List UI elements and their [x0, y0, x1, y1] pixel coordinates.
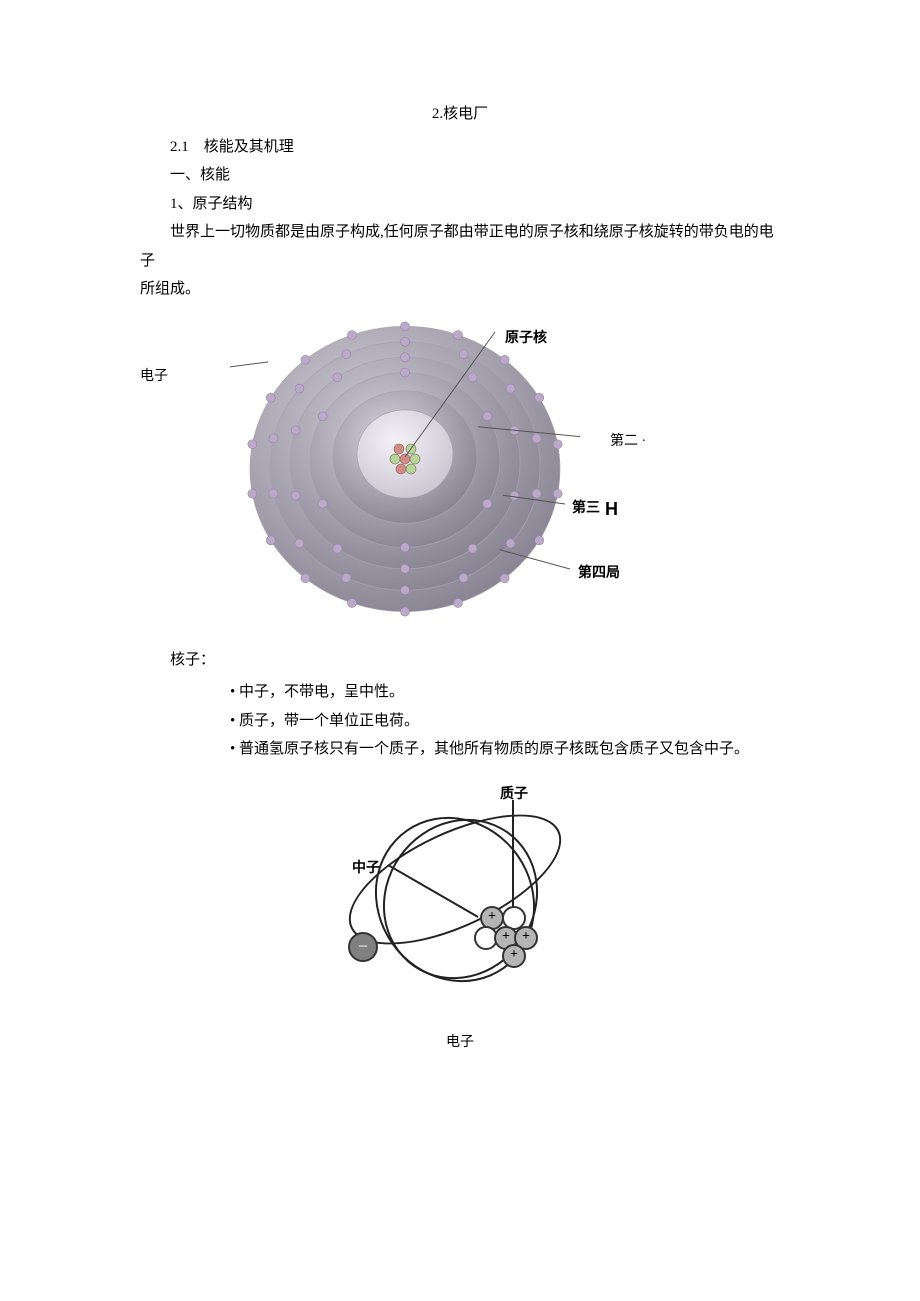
nucleon-bullets: 中子，不带电，呈中性。质子，带一个单位正电荷。普通氢原子核只有一个质子，其他所有…: [230, 678, 780, 764]
label-shell4: 第四局: [578, 559, 620, 586]
paragraph-1b: 所组成。: [140, 275, 780, 304]
heading-1-1: 1、原子结构: [140, 190, 780, 219]
proton-4: +: [502, 944, 526, 968]
nucleus-diagram: 质子 中子 + + + + −: [330, 782, 590, 1012]
shells-svg: [230, 314, 580, 624]
bullet-1: 质子，带一个单位正电荷。: [230, 707, 780, 736]
label-shell2: 第二 ·: [610, 429, 646, 456]
bullet-2: 普通氢原子核只有一个质子，其他所有物质的原子核既包含质子又包含中子。: [230, 735, 780, 764]
atom-shell-diagram: 电子 原子核 第二 · 第三 H 第四局: [140, 314, 780, 654]
label-electron: 电子: [140, 364, 168, 391]
nucleus-cluster: + + + +: [480, 912, 540, 972]
chapter-title: 2.核电厂: [140, 100, 780, 129]
section-2-1: 2.1 核能及其机理: [140, 133, 780, 162]
diagram2-caption: 电子: [140, 1030, 780, 1057]
heading-1: 一、核能: [140, 161, 780, 190]
label-proton: 质子: [500, 780, 528, 807]
paragraph-1a: 世界上一切物质都是由原子构成,任何原子都由带正电的原子核和绕原子核旋转的带负电的…: [140, 218, 780, 275]
bullet-0: 中子，不带电，呈中性。: [230, 678, 780, 707]
label-shell3b: H: [605, 492, 618, 526]
orbit-electron: −: [348, 932, 378, 962]
